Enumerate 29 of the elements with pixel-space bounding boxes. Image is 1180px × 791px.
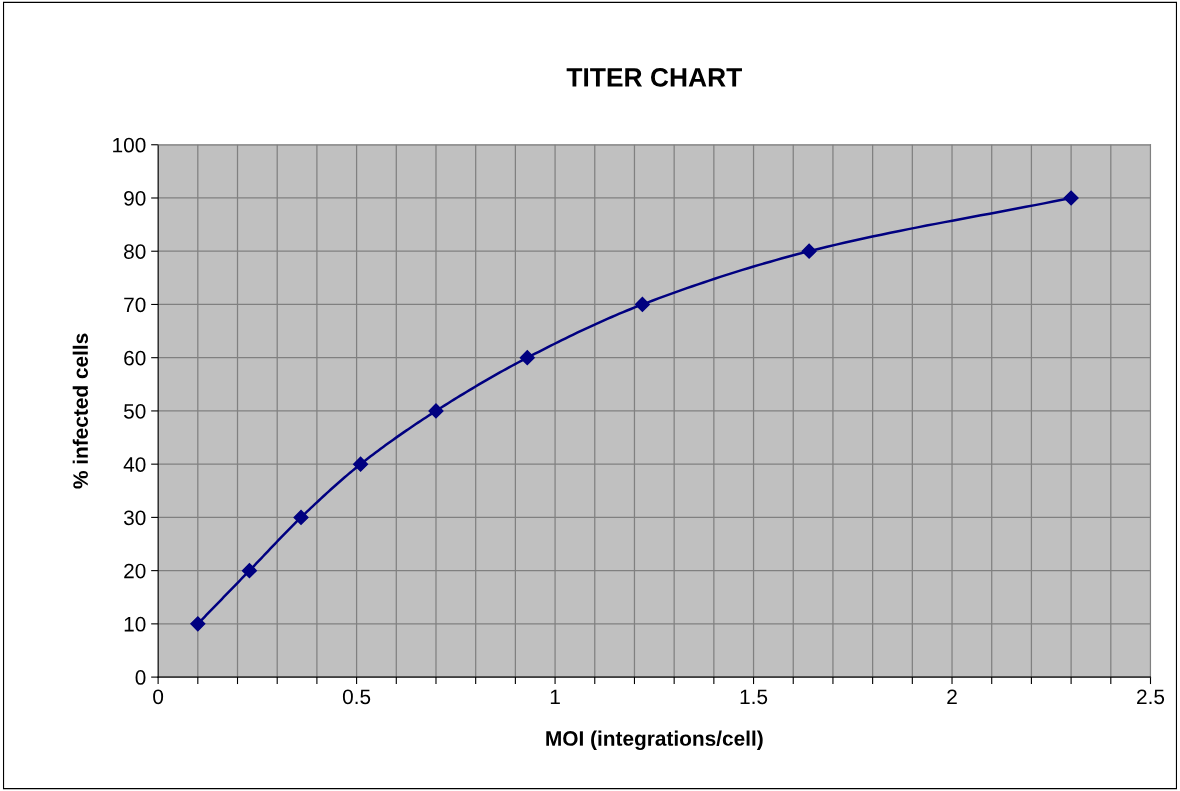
y-tick-label: 90 (124, 190, 146, 206)
y-tick-label: 60 (124, 350, 146, 366)
point (634, 296, 650, 313)
y-tick-label: 70 (124, 297, 146, 313)
x-tick-label: 2 (947, 689, 957, 704)
point (293, 509, 309, 525)
point (519, 350, 535, 366)
y-tick-label: 20 (124, 563, 146, 579)
x-axis-title: MOI (integrations/cell) (546, 730, 763, 751)
y-tick-label: 80 (124, 244, 146, 259)
point (1063, 190, 1079, 206)
y-tick-label: 30 (123, 510, 146, 526)
y-tick-label: 40 (123, 457, 146, 472)
x-tick-label: 0.5 (342, 689, 371, 705)
x-tick-label: 0 (153, 689, 164, 705)
point (190, 616, 206, 632)
y-tick-label: 50 (123, 403, 146, 419)
point (801, 243, 817, 259)
y-tick-label: 10 (124, 616, 146, 632)
point (352, 456, 369, 472)
y-axis-title: % infected cells (72, 333, 88, 489)
x-tick-label: 1.5 (740, 689, 768, 705)
y-tick-label: 0 (135, 670, 146, 685)
point (428, 403, 444, 419)
y-tick-label: 100 (113, 137, 146, 153)
x-tick-label: 2.5 (1137, 689, 1165, 705)
chart-title: TITER CHART (566, 67, 742, 87)
x-tick-label: 1 (550, 689, 560, 704)
point (241, 563, 257, 579)
